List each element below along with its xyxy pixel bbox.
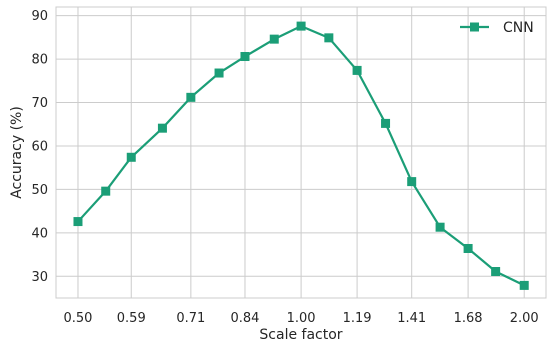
data-point: [463, 243, 473, 253]
y-tick-label: 70: [31, 96, 48, 111]
series-layer: [73, 21, 529, 290]
y-tick-label: 30: [31, 270, 48, 285]
legend-marker: [470, 22, 479, 32]
data-point: [269, 34, 279, 44]
grid-lines: [56, 7, 546, 298]
y-tick-label: 80: [31, 53, 48, 68]
x-tick-label: 0.71: [176, 311, 205, 326]
data-point: [73, 217, 83, 227]
data-point: [435, 222, 445, 232]
data-point: [407, 177, 417, 187]
y-tick-label: 60: [31, 139, 48, 154]
x-tick-label: 1.41: [397, 311, 426, 326]
x-tick-label: 1.19: [343, 311, 372, 326]
legend-label-cnn: CNN: [503, 20, 534, 36]
x-tick-labels: 0.50 0.59 0.71 0.84 1.00 1.19 1.41 1.68 2.00: [64, 311, 539, 326]
x-tick-label: 1.68: [454, 311, 483, 326]
data-point: [324, 33, 334, 43]
data-point: [352, 65, 362, 75]
data-point: [296, 21, 306, 31]
y-tick-labels: 30 40 50 60 70 80 90: [31, 9, 48, 285]
y-axis-label: Accuracy (%): [9, 106, 25, 199]
x-tick-label: 0.50: [64, 311, 93, 326]
data-point: [214, 68, 224, 78]
data-point: [126, 152, 136, 162]
y-tick-label: 50: [31, 183, 48, 198]
legend: CNN: [460, 20, 534, 36]
y-tick-label: 90: [31, 9, 48, 24]
data-point: [519, 280, 529, 290]
x-tick-label: 1.00: [287, 311, 316, 326]
x-tick-label: 2.00: [510, 311, 539, 326]
data-point: [157, 123, 167, 133]
data-point: [381, 118, 391, 128]
y-tick-label: 40: [31, 226, 48, 241]
data-point: [240, 52, 250, 62]
x-axis-label: Scale factor: [259, 327, 342, 343]
x-tick-label: 0.84: [230, 311, 259, 326]
data-point: [491, 267, 501, 277]
data-point: [101, 186, 111, 196]
x-tick-label: 0.59: [117, 311, 146, 326]
data-point: [186, 92, 196, 102]
